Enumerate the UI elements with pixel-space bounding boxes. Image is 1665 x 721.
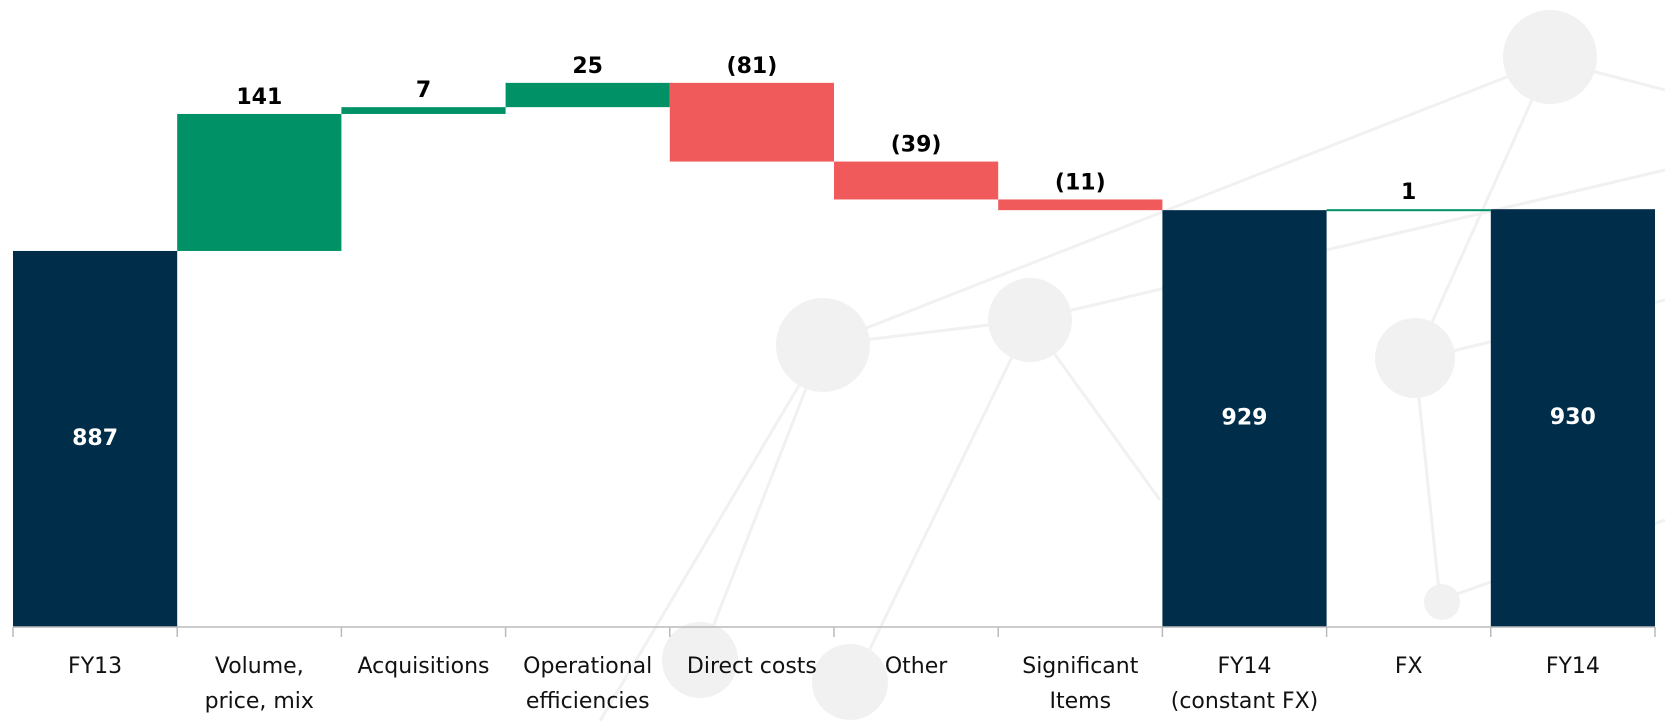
x-tick-label: Operational	[523, 654, 652, 679]
bar	[1162, 210, 1327, 627]
value-label: 929	[1222, 406, 1268, 431]
x-tick-label: Other	[885, 654, 948, 679]
value-label: (11)	[1055, 170, 1106, 195]
x-tick-label: (constant FX)	[1171, 689, 1319, 714]
bar	[669, 82, 834, 162]
bar	[177, 113, 342, 251]
value-label: 887	[72, 426, 118, 451]
value-label: 25	[572, 54, 603, 79]
x-tick-label: FY14	[1546, 654, 1600, 679]
x-tick-label: FY13	[68, 654, 122, 679]
bar	[341, 107, 506, 114]
x-tick-label: FY14	[1217, 654, 1271, 679]
value-label: 930	[1550, 405, 1596, 430]
value-label: (81)	[727, 54, 778, 79]
value-label: 1	[1401, 180, 1416, 205]
x-tick-label: Significant	[1022, 654, 1138, 679]
x-tick-label: Acquisitions	[358, 654, 490, 679]
value-label: (39)	[891, 133, 942, 158]
value-label: 141	[236, 85, 282, 110]
bar	[998, 199, 1163, 211]
bar	[834, 161, 999, 200]
bar	[505, 82, 670, 108]
x-tick-label: Items	[1050, 689, 1112, 714]
bar	[1326, 209, 1491, 212]
x-tick-label: FX	[1395, 654, 1423, 679]
x-tick-label: Direct costs	[687, 654, 817, 679]
background-network	[598, 10, 1665, 721]
x-tick-label: efficiencies	[526, 689, 650, 714]
bar	[1490, 209, 1655, 627]
value-label: 7	[416, 78, 431, 103]
x-tick-label: price, mix	[205, 689, 314, 714]
bar	[13, 250, 178, 627]
x-tick-label: Volume,	[215, 654, 304, 679]
